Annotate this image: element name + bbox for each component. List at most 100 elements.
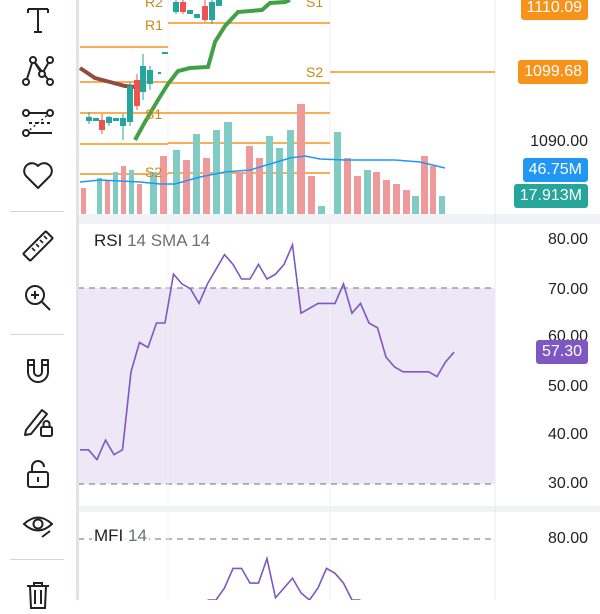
rsi-band-fill xyxy=(78,288,495,484)
pivot-label-s1-top: S1 xyxy=(306,0,324,10)
volume-bar xyxy=(81,188,86,214)
toolbar-divider xyxy=(10,334,64,335)
toolbar-divider xyxy=(10,211,64,212)
rsi-tick-30: 30.00 xyxy=(547,475,588,492)
candle-body xyxy=(134,80,140,106)
favorites-button[interactable] xyxy=(14,155,62,195)
pivot-label-s2-right: S2 xyxy=(306,64,324,80)
candle-body xyxy=(162,52,168,54)
volume-bar xyxy=(393,184,400,214)
volume-badge[interactable]: 17.913M xyxy=(513,184,588,208)
volume-bar xyxy=(105,180,110,214)
volume-bar xyxy=(97,178,102,214)
unlock-button[interactable] xyxy=(14,454,62,494)
volume-bar xyxy=(364,170,371,214)
fib-levels-tool-button[interactable] xyxy=(14,103,62,143)
volume-bar xyxy=(276,148,283,214)
mfi-line xyxy=(207,555,361,600)
magnet-icon xyxy=(27,359,49,383)
rsi-value-badge[interactable]: 57.30 xyxy=(535,340,588,364)
mfi-legend[interactable]: MFI 14 xyxy=(92,526,149,546)
lock-drawing-button[interactable] xyxy=(14,402,62,442)
candle-body xyxy=(187,10,193,14)
volume-bar xyxy=(173,150,180,214)
candle-body xyxy=(127,86,133,122)
text-tool-icon xyxy=(27,8,49,33)
pivot-label-s2: S2 xyxy=(145,164,163,180)
volume-ma-badge[interactable]: 46.75M xyxy=(522,158,588,182)
magnet-button[interactable] xyxy=(14,350,62,390)
fib-levels-tool-icon xyxy=(22,109,54,137)
price-badge-s2[interactable]: 1099.68 xyxy=(518,60,588,84)
price-tick: 1090.00 xyxy=(530,133,588,150)
volume-bar xyxy=(383,180,390,214)
pivot-label-r1: R1 xyxy=(145,17,163,33)
brown-trend-line xyxy=(78,66,136,89)
pane-separator-2[interactable] xyxy=(76,506,600,512)
mfi-tick-80: 80.00 xyxy=(547,530,588,547)
rsi-legend[interactable]: RSI 14 SMA 14 xyxy=(92,231,213,251)
candle-body xyxy=(216,0,222,6)
rsi-title: RSI xyxy=(94,231,123,250)
volume-bar xyxy=(439,196,445,214)
chart-canvas[interactable] xyxy=(0,0,600,600)
visibility-button[interactable] xyxy=(14,505,62,545)
volume-bar xyxy=(113,172,118,214)
volume-bar xyxy=(287,130,294,214)
volume-bar xyxy=(373,172,380,214)
rsi-tick-70: 70.00 xyxy=(547,281,588,298)
volume-bar xyxy=(150,172,157,214)
volume-ma-line xyxy=(79,155,446,185)
rsi-tick-50: 50.00 xyxy=(547,378,588,395)
mfi-params: 14 xyxy=(128,526,147,545)
candle-body xyxy=(140,66,146,92)
volume-bar xyxy=(354,176,361,214)
candle-body xyxy=(158,72,161,74)
toolbar-divider xyxy=(10,559,64,560)
green-trend-line xyxy=(133,0,291,141)
candlesticks xyxy=(86,0,222,140)
zoom-in-icon xyxy=(25,285,51,311)
volume-bar xyxy=(421,156,428,214)
ruler-icon xyxy=(22,230,54,262)
volume-bar xyxy=(129,170,134,214)
volume-bar xyxy=(266,136,273,214)
volume-bar xyxy=(412,196,419,214)
volume-bar xyxy=(344,158,351,214)
volume-bar xyxy=(213,130,220,214)
volume-bar xyxy=(246,146,253,214)
pattern-tool-button[interactable] xyxy=(14,50,62,90)
volume-bar xyxy=(193,134,200,214)
text-tool-button[interactable] xyxy=(14,0,62,40)
pane-separator-1[interactable] xyxy=(76,214,600,224)
pattern-tool-icon xyxy=(22,56,54,86)
chart-area[interactable]: R2 R1 S1 S2 S1 S2 1110.09 1099.68 1090.0… xyxy=(0,0,600,600)
volume-bar xyxy=(236,172,243,214)
trash-button[interactable] xyxy=(14,574,62,614)
volume-bar xyxy=(430,166,436,214)
candle-body xyxy=(86,117,92,121)
volume-bar xyxy=(403,190,410,214)
candle-body xyxy=(147,70,153,84)
rsi-tick-40: 40.00 xyxy=(547,426,588,443)
drawing-toolbar xyxy=(0,0,76,609)
lock-drawing-icon xyxy=(24,409,53,437)
volume-bar xyxy=(334,132,341,214)
candle-body xyxy=(113,118,119,121)
volume-bar xyxy=(203,158,210,214)
candle-body xyxy=(202,6,208,20)
candle-body xyxy=(120,118,126,126)
rsi-params: 14 SMA 14 xyxy=(127,231,211,250)
ruler-button[interactable] xyxy=(14,226,62,266)
volume-bars xyxy=(81,104,445,214)
unlock-icon xyxy=(27,460,49,488)
zoom-in-button[interactable] xyxy=(14,278,62,318)
volume-bar xyxy=(318,206,325,214)
price-badge-top[interactable]: 1110.09 xyxy=(520,0,588,20)
candle-body xyxy=(180,2,186,12)
candle-body xyxy=(93,118,99,121)
volume-bar xyxy=(160,156,167,214)
volume-bar xyxy=(137,184,142,214)
favorites-icon xyxy=(23,162,53,189)
rsi-line xyxy=(80,241,455,462)
